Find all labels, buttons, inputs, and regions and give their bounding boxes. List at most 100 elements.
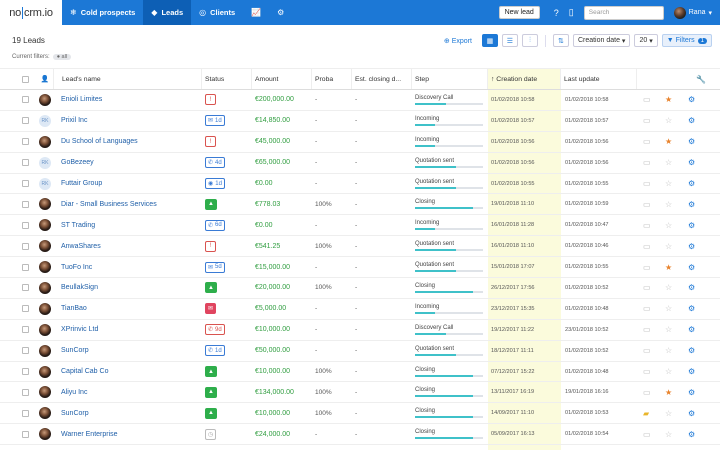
table-row[interactable]: XPrinvic Ltd ✆ 9d €10,000.00 - - Discovery Cal… [0, 320, 720, 341]
star-icon[interactable]: ☆ [665, 346, 673, 356]
row-checkbox[interactable] [22, 347, 29, 355]
row-checkbox[interactable] [22, 409, 29, 417]
table-row[interactable]: SunCorp ✆ 1d €50,000.00 - - Quotation sent 18/1… [0, 341, 720, 362]
nocrm-logo[interactable]: no crm.io [0, 0, 62, 25]
status-badge[interactable]: ! [205, 240, 216, 252]
status-badge[interactable]: ▲ [205, 198, 217, 210]
gear-icon[interactable]: ⚙ [688, 408, 696, 418]
sort-direction-button[interactable]: ⇅ [552, 34, 569, 47]
star-icon[interactable]: ☆ [665, 241, 673, 251]
select-all-checkbox[interactable] [22, 75, 29, 83]
wrench-icon[interactable]: 🔧 [696, 74, 706, 84]
column-closing-date[interactable]: Est. closing d... [352, 69, 412, 89]
table-row[interactable]: TianBao ✉ €5,000.00 - - Incoming 23/12/2017 15… [0, 299, 720, 320]
tab-leads[interactable]: ◆ Leads [143, 0, 192, 25]
help-icon[interactable]: ? [553, 7, 559, 18]
table-row[interactable]: Du School of Languages! €45,000.00 - - Incom… [0, 132, 720, 153]
lead-name-link[interactable]: TianBao [61, 305, 87, 313]
column-proba[interactable]: Proba [312, 69, 352, 89]
filter-chip[interactable]: ● all [52, 54, 72, 60]
row-checkbox[interactable] [22, 96, 29, 104]
table-row[interactable]: SunCorp ▲ €10,000.00 100% - Closing 14/09/2017… [0, 403, 720, 425]
lead-name-link[interactable]: AnwaShares [61, 242, 101, 250]
gear-icon[interactable]: ⚙ [688, 137, 696, 147]
table-row[interactable]: TuoFo Inc ✉ 5d €15,000.00 - - Quotation sent 15… [0, 257, 720, 279]
star-icon[interactable]: ☆ [665, 220, 673, 230]
star-icon[interactable]: ☆ [665, 408, 673, 418]
gear-icon[interactable]: ⚙ [688, 304, 696, 314]
folder-icon[interactable]: ▭ [643, 367, 651, 377]
row-checkbox[interactable] [22, 159, 29, 167]
row-checkbox[interactable] [22, 368, 29, 376]
folder-icon[interactable]: ▭ [643, 95, 651, 105]
star-icon[interactable]: ☆ [665, 283, 673, 293]
table-row[interactable]: ST Trading ✆ 6d €0.00 - - Incoming 16/01/2018 1… [0, 215, 720, 237]
folder-icon[interactable]: ▭ [643, 304, 651, 314]
table-row[interactable]: Capital Cab Co ▲ €10,000.00 100% - Closing 07/… [0, 362, 720, 383]
star-icon[interactable]: ★ [665, 387, 673, 397]
star-icon[interactable]: ☆ [665, 367, 673, 377]
status-badge[interactable]: ✉ 1d [205, 115, 225, 127]
lead-name-link[interactable]: Warner Enterprise [61, 430, 118, 438]
status-badge[interactable]: ◷ [205, 428, 217, 440]
tab-cold-prospects[interactable]: ❄ Cold prospects [62, 0, 143, 25]
status-badge[interactable]: ▲ [205, 407, 217, 419]
lead-name-link[interactable]: Prixil Inc [61, 117, 88, 125]
star-icon[interactable]: ★ [665, 95, 673, 105]
lead-name-link[interactable]: Capital Cab Co [61, 368, 109, 376]
status-badge[interactable]: ✆ 1d [205, 345, 225, 357]
folder-icon[interactable]: ▭ [643, 429, 651, 439]
gear-icon[interactable]: ⚙ [688, 220, 696, 230]
status-badge[interactable]: ✉ [205, 303, 217, 315]
folder-icon[interactable]: ▭ [643, 220, 651, 230]
bookmark-icon[interactable]: ▯ [568, 7, 574, 17]
gear-icon[interactable]: ⚙ [688, 199, 696, 209]
row-checkbox[interactable] [22, 388, 29, 396]
row-checkbox[interactable] [22, 263, 29, 271]
user-menu[interactable]: Rana ▾ [673, 6, 712, 19]
status-badge[interactable]: ◉ 1d [205, 178, 225, 189]
star-icon[interactable]: ☆ [665, 179, 673, 188]
row-checkbox[interactable] [22, 284, 29, 292]
gear-icon[interactable]: ⚙ [688, 283, 696, 293]
star-icon[interactable]: ☆ [665, 304, 673, 314]
pipeline-view-button[interactable]: ⫶ [521, 34, 538, 47]
row-checkbox[interactable] [22, 305, 29, 313]
row-checkbox[interactable] [22, 180, 29, 187]
lead-name-link[interactable]: ST Trading [61, 221, 96, 229]
table-row[interactable]: Warner Enterprise ◷ €24,000.00 - - Closing 05/… [0, 424, 720, 446]
row-checkbox[interactable] [22, 200, 29, 208]
star-icon[interactable]: ★ [665, 137, 673, 147]
export-button[interactable]: ⊕ Export [444, 37, 472, 45]
gear-icon[interactable]: ⚙ [688, 179, 696, 188]
status-badge[interactable]: ▲ [205, 282, 217, 294]
row-checkbox[interactable] [22, 326, 29, 334]
table-row[interactable]: RK Prixil Inc ✉ 1d €14,850.00 - - Incoming 01/02… [0, 111, 720, 132]
column-creation-date[interactable]: ↑ Creation date [488, 69, 561, 89]
folder-icon[interactable]: ▰ [643, 408, 650, 418]
folder-icon[interactable]: ▭ [643, 325, 651, 335]
folder-icon[interactable]: ▭ [643, 262, 651, 272]
status-badge[interactable]: ✆ 4d [205, 157, 225, 169]
table-row[interactable]: Aliyu Inc ▲ €134,000.00 100% - Closing 13/11/2… [0, 382, 720, 404]
status-badge[interactable]: ! [205, 136, 216, 148]
lead-name-link[interactable]: Diar - Small Business Services [61, 200, 157, 208]
table-row[interactable]: Enioli Limites! €200,000.00 - - Discovery Ca… [0, 90, 720, 111]
folder-icon[interactable]: ▭ [643, 116, 651, 126]
lead-name-link[interactable]: Enioli Limites [61, 96, 103, 104]
lead-name-link[interactable]: Futtair Group [61, 180, 103, 187]
star-icon[interactable]: ★ [665, 262, 673, 272]
column-last-update[interactable]: Last update [561, 69, 637, 89]
folder-icon[interactable]: ▭ [643, 199, 651, 209]
tab-settings[interactable]: ⚙ [269, 0, 292, 25]
per-page-select[interactable]: 20 ▾ [634, 34, 658, 47]
lead-name-link[interactable]: XPrinvic Ltd [61, 326, 99, 334]
folder-icon[interactable]: ▭ [643, 137, 651, 147]
row-checkbox[interactable] [22, 430, 29, 438]
lead-name-link[interactable]: Aliyu Inc [61, 388, 88, 396]
row-checkbox[interactable] [22, 242, 29, 250]
column-status[interactable]: Status [202, 69, 252, 89]
table-row[interactable]: RK GoBezeey ✆ 4d €65,000.00 - - Quotation sent 0… [0, 153, 720, 174]
column-step[interactable]: Step [412, 69, 488, 89]
tab-reports[interactable]: 📈 [243, 0, 269, 25]
